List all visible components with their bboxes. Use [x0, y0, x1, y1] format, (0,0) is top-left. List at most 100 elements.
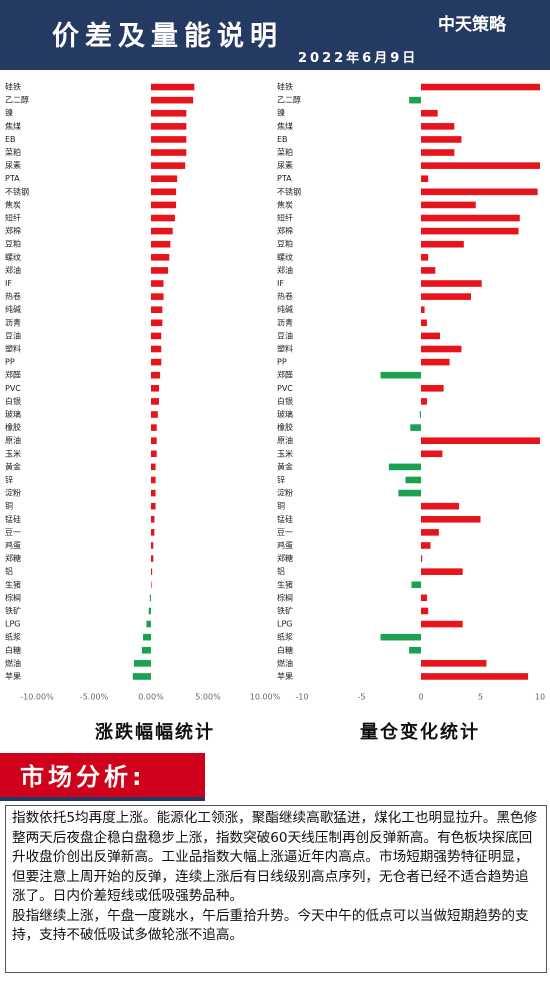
- category-label: 锰硅: [5, 514, 21, 524]
- bar: [151, 254, 170, 261]
- bar: [421, 162, 540, 169]
- category-label: 镍: [5, 108, 13, 118]
- category-label: 郑油: [5, 265, 21, 275]
- category-label: IF: [277, 279, 284, 288]
- bar: [151, 319, 163, 327]
- category-label: 苹果: [5, 671, 21, 681]
- x-tick-label: 5: [478, 693, 483, 702]
- bar: [151, 123, 187, 130]
- category-label: PVC: [277, 384, 293, 393]
- category-label: 热卷: [277, 291, 293, 301]
- bar: [421, 502, 460, 510]
- category-label: 铜: [5, 501, 13, 511]
- bar: [151, 240, 171, 248]
- bar: [421, 149, 455, 156]
- category-label: 郑醛: [5, 370, 21, 380]
- category-label: 豆粕: [277, 239, 293, 249]
- bar: [151, 411, 158, 418]
- category-label: 纸浆: [5, 632, 21, 642]
- category-label: 白糖: [5, 645, 21, 655]
- category-label: 纯碱: [5, 304, 21, 314]
- category-label: 棕榈: [277, 592, 293, 602]
- category-label: 生猪: [277, 579, 293, 589]
- bar: [409, 646, 421, 654]
- x-tick-label: 0: [418, 693, 423, 702]
- category-label: 塑料: [277, 344, 293, 354]
- category-label: 生猪: [5, 579, 21, 589]
- category-label: 豆粕: [5, 239, 21, 249]
- bar: [141, 646, 151, 654]
- bar: [421, 332, 441, 340]
- bar: [151, 332, 162, 340]
- bar: [151, 83, 195, 91]
- category-label: 淀粉: [5, 488, 21, 498]
- category-label: 豆一: [277, 528, 293, 537]
- category-label: 热卷: [5, 291, 21, 301]
- category-label: 螺纹: [5, 252, 21, 262]
- category-label: 橡胶: [5, 422, 21, 432]
- bar: [421, 542, 431, 549]
- category-label: 纯碱: [277, 304, 293, 314]
- category-label: EB: [277, 135, 288, 144]
- category-label: 郑糖: [5, 553, 21, 563]
- bar: [151, 542, 154, 549]
- bar: [146, 620, 151, 628]
- bar: [421, 607, 429, 615]
- category-label: 不锈钢: [277, 186, 301, 196]
- category-label: 铝: [5, 566, 13, 576]
- bar: [421, 660, 487, 667]
- bar: [151, 227, 173, 235]
- bar: [421, 384, 444, 392]
- bar: [421, 450, 443, 458]
- category-label: 锌: [277, 474, 285, 484]
- category-label: 不锈钢: [5, 186, 29, 196]
- bar: [411, 581, 421, 589]
- category-label: 郑油: [277, 265, 293, 275]
- category-label: 郑棉: [277, 226, 293, 236]
- x-tick-label: -5.00%: [80, 693, 109, 702]
- category-label: LPG: [5, 620, 20, 629]
- bar: [151, 476, 156, 484]
- bar: [148, 607, 151, 615]
- bar: [151, 398, 159, 405]
- analysis-heading-box: 市场分析:: [0, 753, 205, 801]
- bar: [151, 293, 164, 300]
- bar: [421, 568, 463, 575]
- bar: [151, 555, 154, 562]
- bar: [151, 450, 157, 458]
- category-label: 尿素: [277, 160, 293, 170]
- bar: [149, 594, 151, 602]
- category-label: 短纤: [5, 213, 21, 223]
- category-label: 玻璃: [277, 409, 293, 419]
- analysis-heading: 市场分析:: [20, 763, 146, 791]
- category-label: 郑糖: [277, 553, 293, 563]
- bar: [151, 175, 178, 183]
- x-tick-label: 10: [535, 693, 545, 702]
- bar: [151, 502, 156, 510]
- bar: [398, 489, 421, 497]
- bar: [151, 463, 156, 471]
- category-label: 锰硅: [277, 514, 293, 524]
- category-label: 白银: [277, 396, 293, 406]
- bar: [151, 581, 152, 589]
- category-label: 橡胶: [277, 422, 293, 432]
- bar: [409, 96, 421, 104]
- bar: [151, 188, 177, 196]
- bar: [421, 214, 520, 222]
- category-label: 菜粕: [277, 147, 293, 157]
- bar: [151, 149, 187, 156]
- bar: [421, 319, 427, 327]
- category-label: 郑醛: [277, 370, 293, 380]
- bar: [421, 109, 438, 117]
- bar: [151, 568, 153, 575]
- bar: [421, 398, 427, 405]
- category-label: 纸浆: [277, 632, 293, 642]
- bar: [421, 254, 429, 261]
- bar: [421, 555, 423, 562]
- chart-title: 量仓变化统计: [360, 721, 480, 743]
- bar: [132, 673, 151, 680]
- bar: [133, 660, 151, 667]
- category-label: 棕榈: [5, 592, 21, 602]
